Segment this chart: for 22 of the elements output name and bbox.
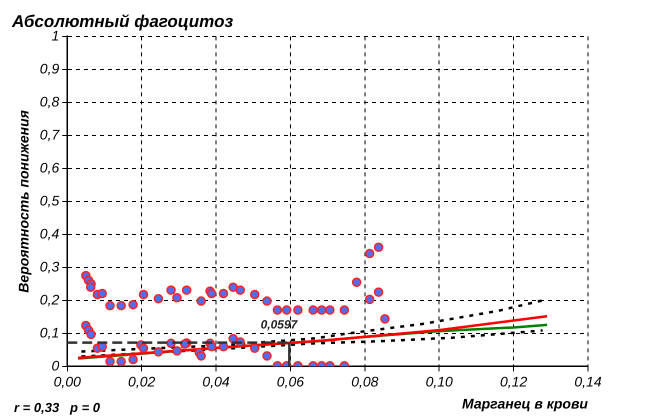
y-tick-label: 0,3 xyxy=(40,258,60,274)
y-tick-label: 0,9 xyxy=(40,60,60,76)
y-tick-label: 0,6 xyxy=(40,159,60,176)
x-tick-label: 0,04 xyxy=(202,374,230,390)
y-tick-label: 0,2 xyxy=(40,291,60,308)
y-tick-label: 0,8 xyxy=(40,93,60,110)
x-tick-label: 0,06 xyxy=(276,374,304,390)
y-tick-label: 0,5 xyxy=(40,192,60,208)
text: r = 0,33 p = 0 xyxy=(14,400,101,416)
x-tick-label: 0,14 xyxy=(574,374,602,390)
x-tick-label: 0,12 xyxy=(500,374,528,390)
x-axis-title: Марганец в крови xyxy=(462,395,588,412)
x-tick-label: 0,00 xyxy=(54,374,82,390)
x-tick-label: 0,08 xyxy=(351,374,379,390)
y-tick-label: 0,4 xyxy=(40,225,60,242)
y-tick-label: 0,7 xyxy=(40,126,60,142)
x-tick-label: 0,10 xyxy=(426,374,454,390)
y-tick-label: 0 xyxy=(51,357,60,374)
y-axis-title: Вероятность понижения xyxy=(15,110,32,293)
x-tick-label: 0,02 xyxy=(128,374,156,390)
y-tick-label: 0,1 xyxy=(40,324,60,340)
ref-line-label: 0,0597 xyxy=(260,318,299,332)
